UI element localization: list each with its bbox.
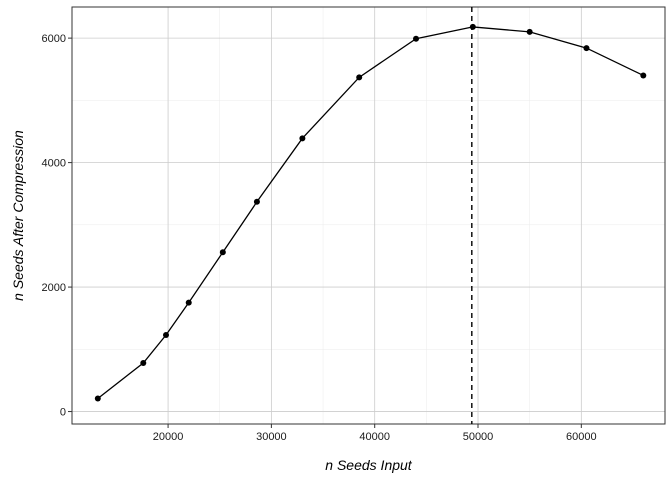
y-tick-label: 2000 — [42, 282, 66, 294]
series-group — [94, 23, 647, 402]
data-point — [219, 249, 226, 256]
data-point — [163, 331, 170, 338]
axis-ticks: 20000 30000 40000 50000 60000 0 2000 4000 6000 — [42, 33, 597, 443]
data-point — [413, 35, 420, 42]
data-point — [94, 395, 101, 402]
x-tick-label: 60000 — [566, 431, 597, 443]
x-tick-label: 20000 — [153, 431, 184, 443]
data-point — [640, 72, 647, 79]
data-point — [185, 299, 192, 306]
plot-panel — [71, 6, 666, 425]
y-tick-label: 4000 — [42, 158, 66, 170]
data-point — [253, 198, 260, 205]
x-axis-title: n Seeds Input — [325, 457, 413, 473]
y-tick-label: 6000 — [42, 33, 66, 45]
y-tick-label: 0 — [60, 407, 66, 419]
series-line — [97, 26, 644, 399]
data-point — [583, 45, 590, 52]
x-tick-label: 50000 — [463, 431, 494, 443]
x-tick-label: 30000 — [256, 431, 287, 443]
x-tick-label: 40000 — [359, 431, 390, 443]
data-point — [140, 360, 147, 367]
y-axis-title: n Seeds After Compression — [10, 130, 26, 301]
data-point — [526, 28, 533, 35]
data-point — [299, 135, 306, 142]
grid — [72, 7, 665, 424]
data-point — [469, 23, 476, 30]
data-point — [356, 74, 363, 81]
